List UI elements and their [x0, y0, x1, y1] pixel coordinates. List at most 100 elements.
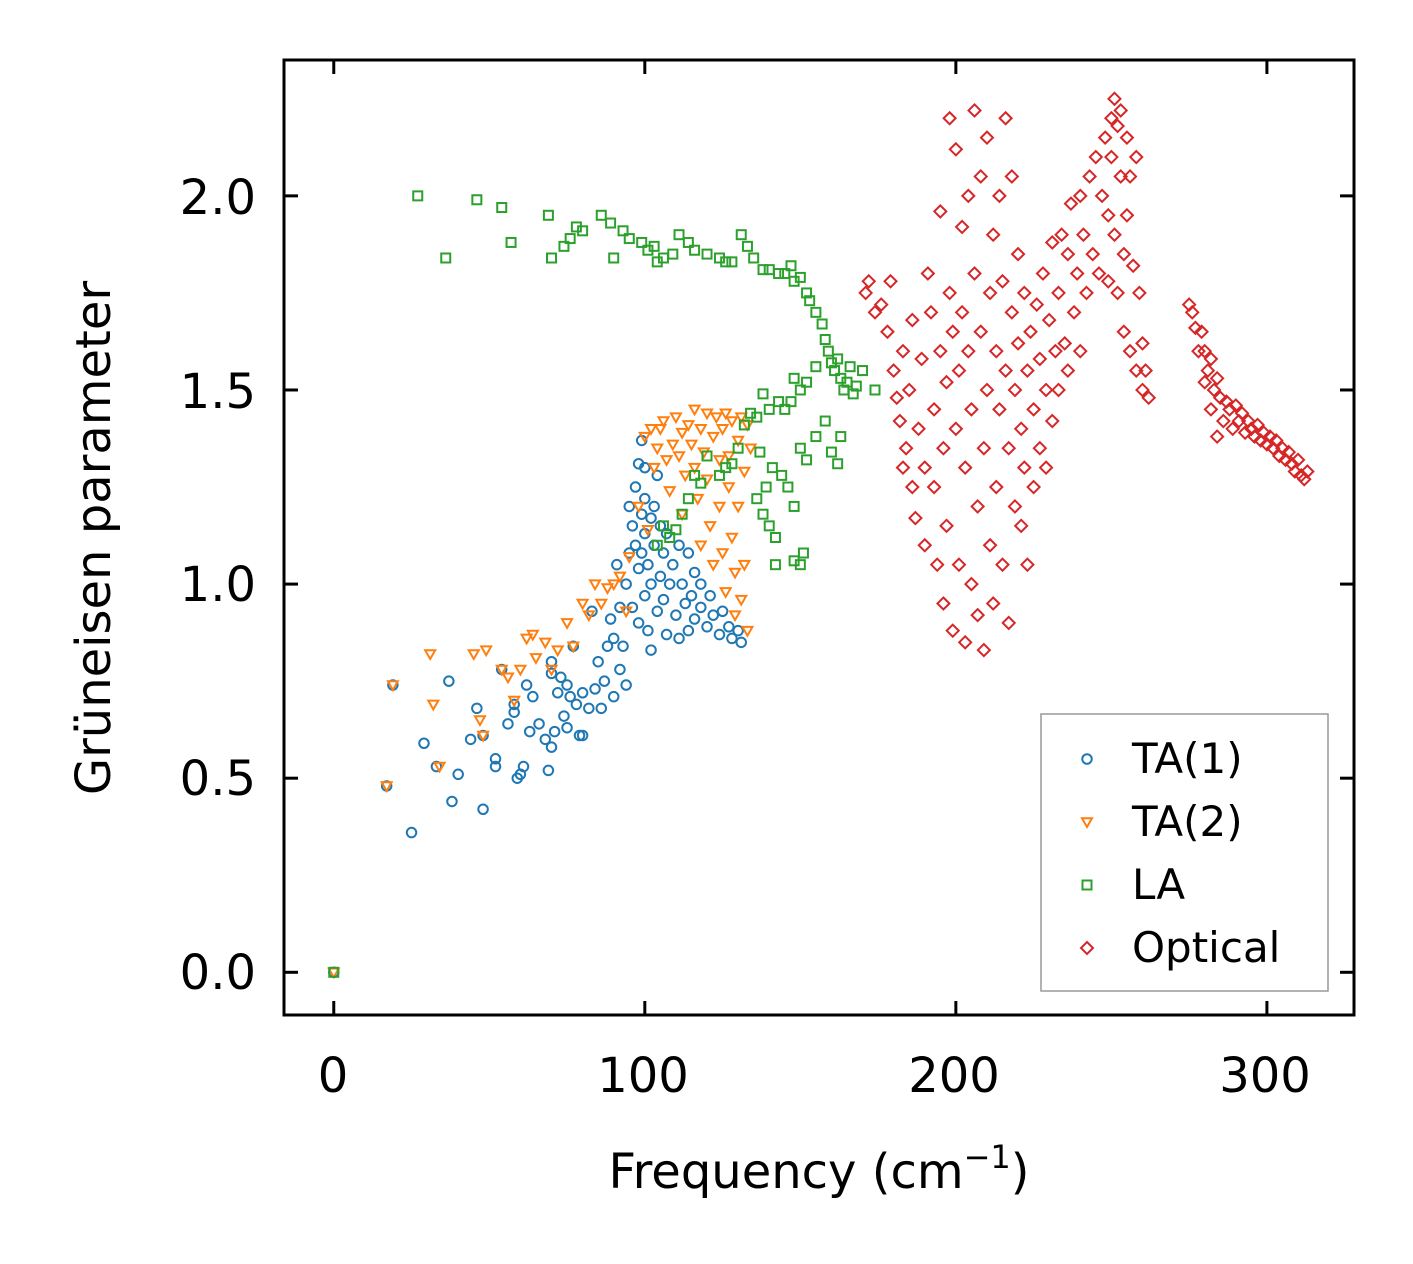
point-ta2-54 — [697, 447, 711, 460]
point-la-4 — [505, 236, 517, 248]
point-la-0 — [328, 966, 340, 978]
point-optical-19 — [917, 460, 933, 476]
point-optical-72 — [1004, 169, 1020, 184]
point-ta1-9 — [464, 733, 477, 746]
x-axis-title-end: ) — [1011, 1144, 1030, 1200]
point-ta1-53 — [611, 558, 623, 571]
point-ta1-8 — [452, 768, 464, 781]
point-ta2-21 — [566, 641, 580, 654]
point-la-44 — [819, 334, 831, 346]
point-optical-3 — [873, 297, 889, 312]
point-ta1-57 — [620, 679, 632, 691]
point-optical-100 — [1060, 246, 1076, 262]
point-ta2-9 — [479, 645, 493, 658]
point-optical-108 — [1079, 285, 1094, 301]
point-optical-96 — [1051, 285, 1066, 301]
point-optical-148 — [1203, 401, 1219, 417]
point-optical-84 — [1026, 401, 1042, 417]
point-optical-99 — [1057, 335, 1073, 351]
point-ta2-43 — [672, 451, 686, 463]
point-ta2-65 — [718, 408, 733, 421]
point-ta2-40 — [662, 486, 677, 498]
point-ta1-4 — [418, 737, 430, 750]
point-ta1-51 — [607, 632, 620, 645]
x-tick-label-0: 0 — [318, 1048, 349, 1104]
point-ta2-30 — [622, 552, 636, 564]
point-optical-104 — [1069, 266, 1085, 281]
point-ta1-17 — [508, 698, 520, 711]
point-la-16 — [623, 233, 635, 245]
point-la-102 — [754, 446, 766, 458]
point-optical-38 — [951, 557, 967, 573]
point-la-42 — [810, 306, 822, 318]
point-la-34 — [763, 264, 775, 276]
point-optical-59 — [985, 227, 1001, 243]
point-optical-18 — [917, 537, 933, 553]
point-ta1-45 — [589, 683, 601, 695]
point-optical-48 — [967, 266, 982, 281]
point-ta1-26 — [539, 733, 552, 746]
point-la-12 — [595, 209, 607, 221]
point-ta2-56 — [700, 474, 714, 487]
point-optical-26 — [932, 343, 948, 359]
point-ta2-60 — [709, 412, 724, 425]
point-ta1-95 — [676, 578, 688, 590]
point-ta1-50 — [604, 613, 617, 625]
point-ta2-12 — [507, 695, 521, 708]
point-optical-7 — [889, 390, 905, 406]
point-optical-21 — [923, 304, 939, 320]
point-la-28 — [720, 256, 732, 268]
y-tick-label-1.5: 1.5 — [180, 364, 256, 420]
point-ta2-17 — [538, 637, 553, 650]
point-la-79 — [664, 532, 676, 543]
point-optical-57 — [982, 285, 998, 301]
point-ta1-99 — [685, 589, 698, 602]
point-optical-22 — [926, 401, 942, 417]
y-tick-label-0.5: 0.5 — [180, 751, 256, 807]
point-optical-69 — [1001, 440, 1017, 456]
point-optical-105 — [1072, 188, 1088, 204]
point-ta1-49 — [601, 640, 614, 652]
point-optical-180 — [1299, 464, 1315, 479]
point-optical-103 — [1066, 304, 1082, 320]
point-ta2-18 — [544, 664, 559, 677]
point-optical-172 — [1275, 440, 1290, 456]
point-optical-52 — [973, 169, 989, 184]
x-tick-labels: 0 100 200 300 — [318, 1048, 1311, 1104]
point-ta1-90 — [663, 578, 676, 590]
point-optical-56 — [979, 130, 995, 146]
point-optical-151 — [1209, 429, 1225, 444]
point-optical-126 — [1116, 324, 1132, 340]
point-optical-70 — [1001, 615, 1017, 631]
point-optical-112 — [1091, 266, 1107, 281]
point-ta2-10 — [495, 664, 509, 677]
point-ta1-3 — [405, 826, 418, 839]
point-la-59 — [794, 384, 806, 396]
point-la-91 — [797, 547, 809, 559]
point-optical-150 — [1209, 370, 1225, 386]
point-ta2-39 — [659, 455, 674, 467]
point-ta1-105 — [704, 589, 716, 602]
point-ta1-75 — [642, 558, 654, 571]
point-ta2-11 — [501, 672, 515, 685]
y-tick-label-2.0: 2.0 — [180, 170, 256, 226]
legend-label-ta2: TA(2) — [1131, 797, 1243, 846]
point-la-53 — [847, 388, 859, 400]
point-ta1-92 — [670, 609, 682, 621]
x-tick-label-200: 200 — [908, 1048, 1000, 1104]
point-la-8 — [558, 240, 570, 252]
point-la-92 — [794, 442, 806, 454]
point-la-62 — [779, 403, 791, 415]
point-ta1-34 — [558, 710, 570, 722]
point-optical-5 — [883, 273, 898, 289]
legend: TA(1) TA(2) LA Optical — [1040, 713, 1329, 992]
point-ta2-48 — [684, 439, 699, 452]
point-la-40 — [801, 287, 813, 299]
point-la-55 — [857, 365, 869, 377]
legend-label-la: LA — [1132, 860, 1185, 909]
point-optical-144 — [1197, 343, 1213, 359]
point-ta1-107 — [713, 628, 726, 641]
point-ta1-91 — [667, 558, 679, 571]
legend-marker-la — [1081, 879, 1093, 891]
point-la-71 — [720, 462, 732, 474]
